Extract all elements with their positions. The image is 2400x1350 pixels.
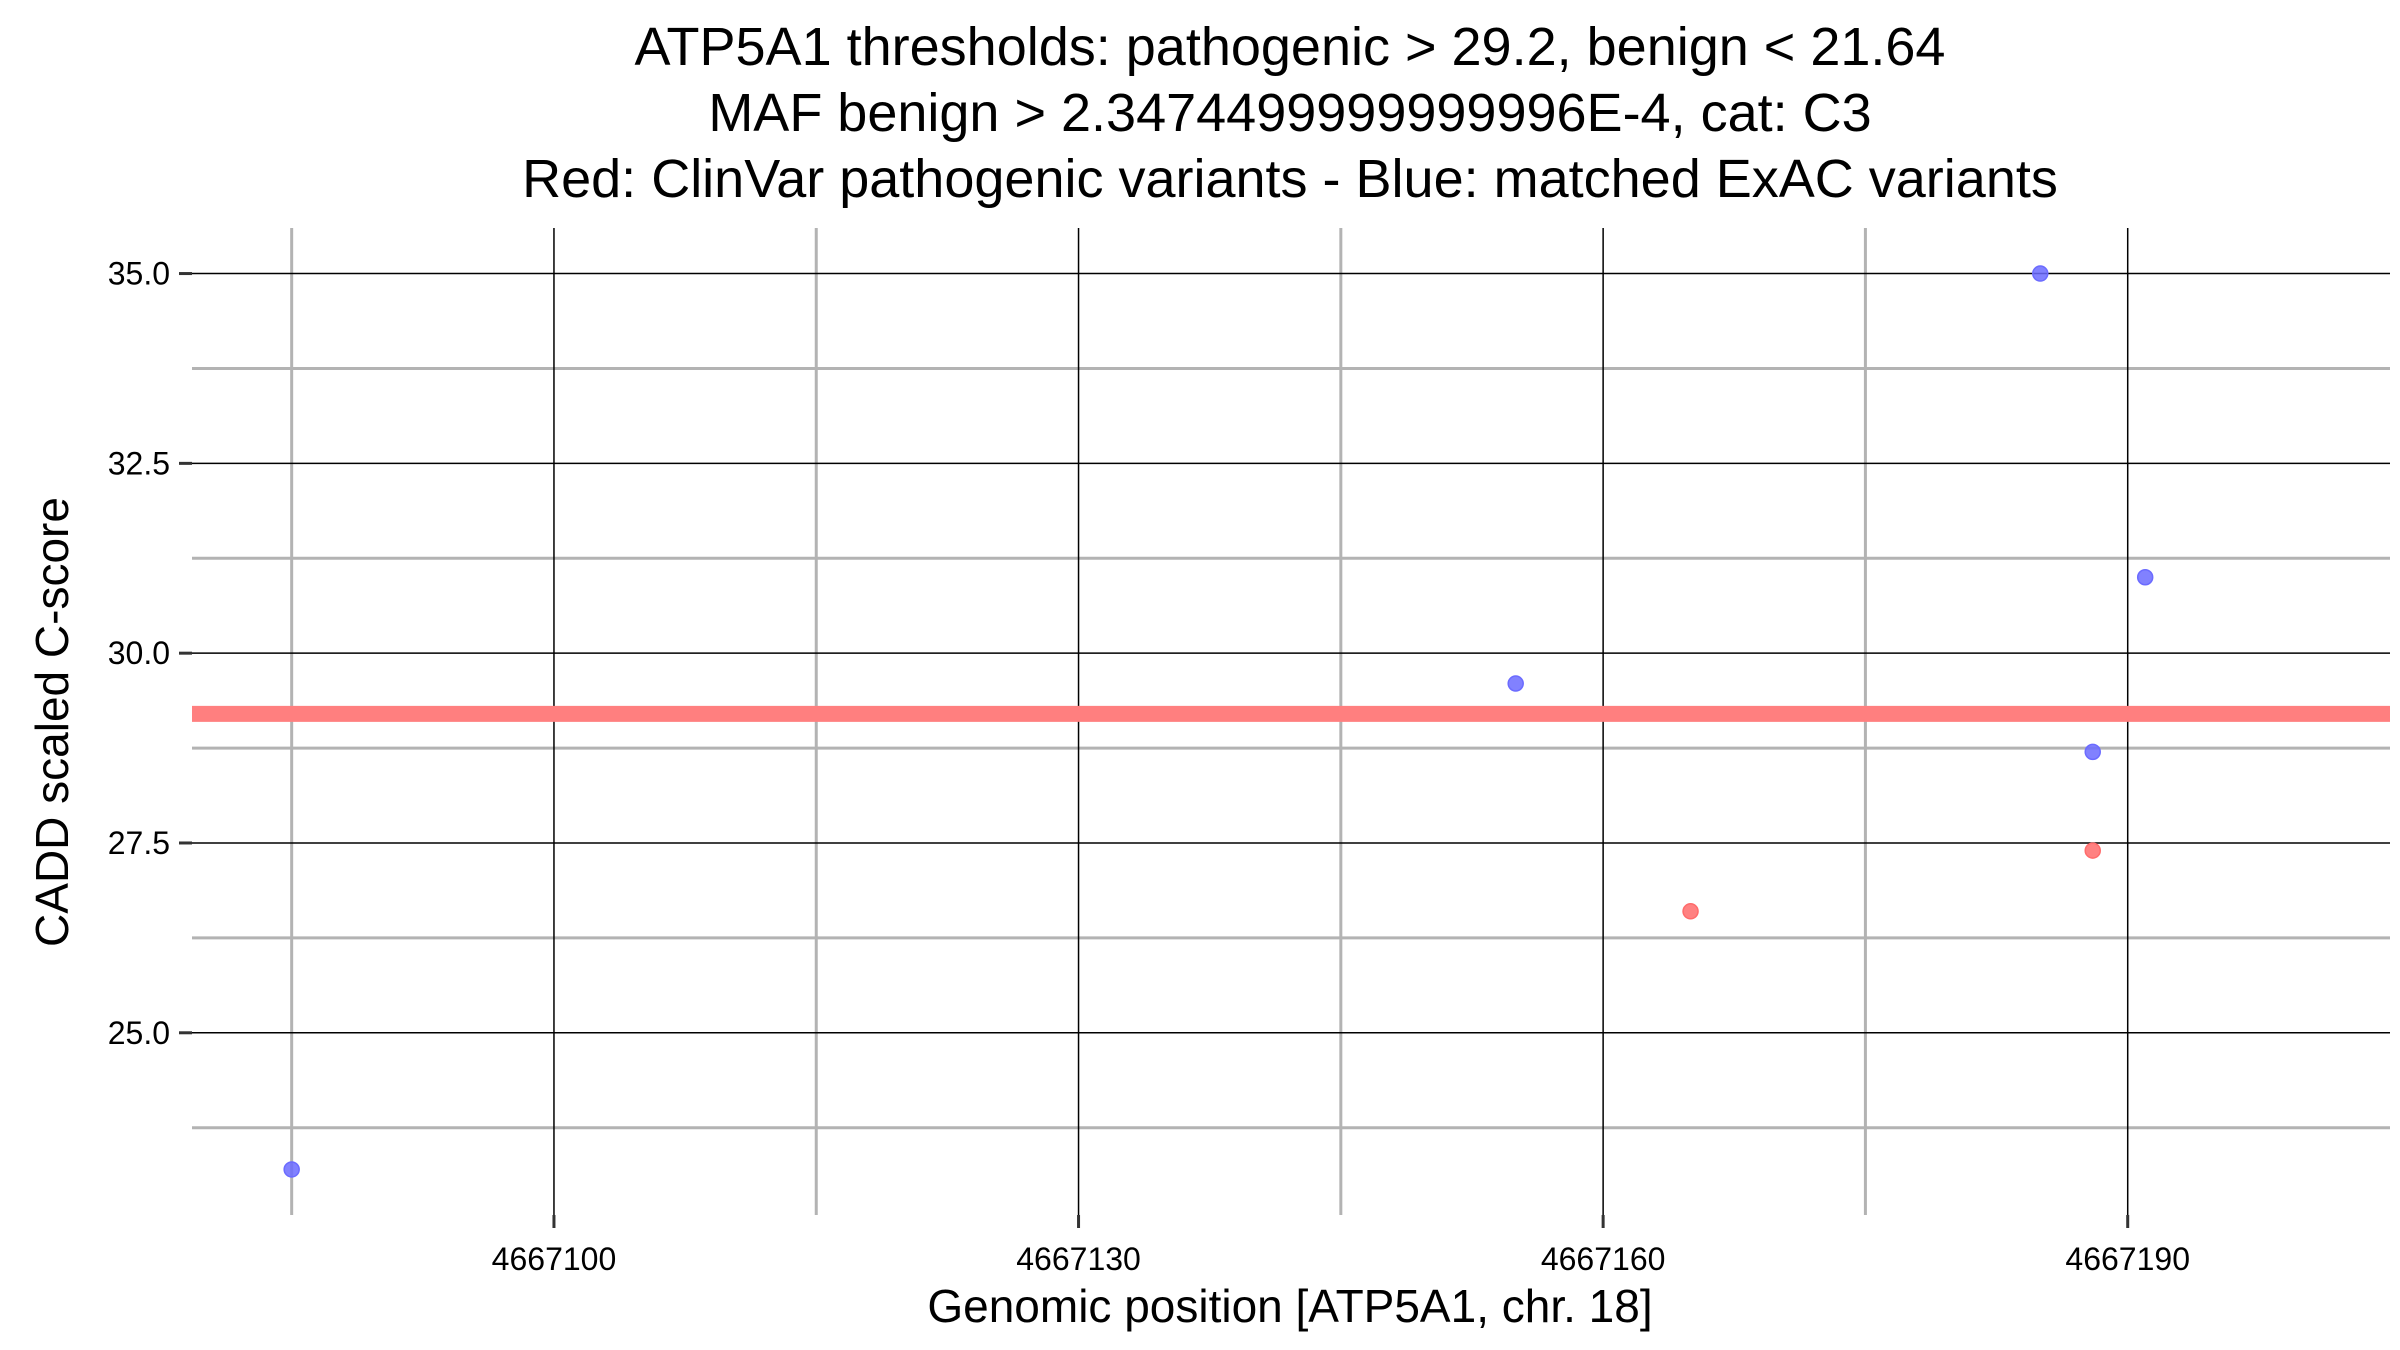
exac-point	[1507, 675, 1524, 692]
y-axis-title: CADD scaled C-score	[26, 497, 78, 947]
title-line-3: Red: ClinVar pathogenic variants - Blue:…	[522, 149, 2058, 209]
exac-point	[2136, 568, 2154, 586]
clinvar-point	[2084, 842, 2101, 859]
x-tick-label: 4667190	[2065, 1241, 2190, 1277]
x-axis: 4667100 4667130 4667160 4667190	[492, 1215, 2190, 1277]
exac-point	[283, 1161, 300, 1178]
minor-grid	[192, 228, 2390, 1215]
x-tick-label: 4667130	[1016, 1241, 1141, 1277]
y-tick-label: 35.0	[108, 256, 170, 292]
x-tick-label: 4667160	[1541, 1241, 1666, 1277]
exac-point	[2032, 265, 2049, 282]
title-line-1: ATP5A1 thresholds: pathogenic > 29.2, be…	[635, 17, 1946, 77]
x-axis-title: Genomic position [ATP5A1, chr. 18]	[927, 1280, 1652, 1332]
clinvar-point	[1682, 903, 1699, 920]
y-axis: 25.0 27.5 30.0 32.5 35.0	[108, 256, 192, 1051]
y-tick-label: 30.0	[108, 635, 170, 671]
title-line-2: MAF benign > 2.3474499999999996E-4, cat:…	[708, 83, 1871, 143]
x-tick-label: 4667100	[492, 1241, 617, 1277]
y-tick-label: 32.5	[108, 445, 170, 481]
y-tick-label: 27.5	[108, 825, 170, 861]
y-tick-label: 25.0	[108, 1015, 170, 1051]
data-points	[283, 265, 2154, 1178]
chart-title: ATP5A1 thresholds: pathogenic > 29.2, be…	[522, 17, 2058, 209]
exac-point	[2084, 743, 2101, 761]
